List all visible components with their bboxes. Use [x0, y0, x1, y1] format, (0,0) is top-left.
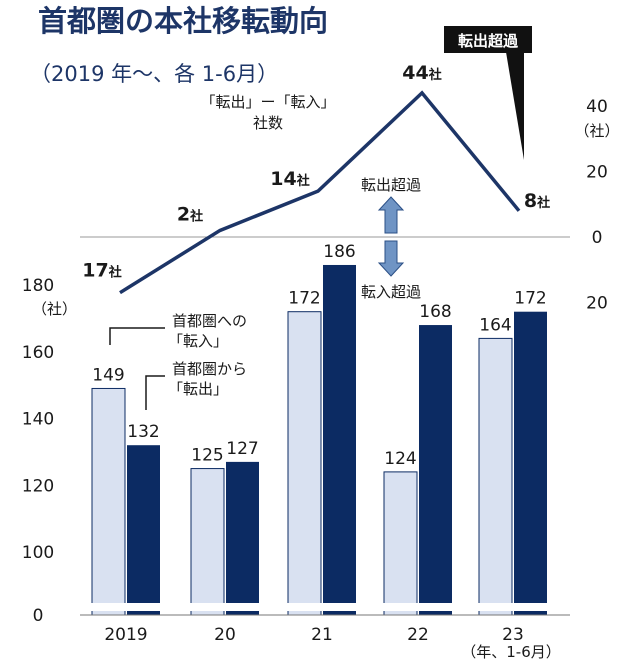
right-tick-label: 0	[592, 228, 603, 248]
bar-label-outbound-2019: 132	[127, 422, 159, 442]
line-point-label: 14社	[270, 168, 309, 190]
right-axis-ticks: 40 20 0 20	[586, 97, 608, 314]
right-tick-label: 40	[586, 97, 608, 117]
x-axis-ticks: 2019 20 21 22 23	[104, 625, 523, 645]
bar-label-outbound-20: 127	[226, 439, 258, 459]
x-tick-label: 22	[407, 625, 429, 645]
x-tick-label: 20	[214, 625, 236, 645]
bar-inbound-23	[478, 337, 513, 616]
bar-label-outbound-21: 186	[323, 242, 355, 262]
callout-text: 転出超過	[458, 32, 519, 50]
axis-break-strip	[85, 603, 455, 611]
axis-break-strip	[475, 603, 555, 611]
x-tick-label: 23	[502, 625, 524, 645]
legend-outbound-line2: 「転出」	[168, 380, 228, 398]
x-axis-unit-note: （年、1-6月）	[461, 643, 561, 661]
line-series-label-1: 「転出」ー「転入」	[200, 93, 335, 111]
left-tick-label: 160	[22, 343, 54, 363]
right-axis-unit: （社）	[574, 122, 619, 140]
callout-pointer	[506, 52, 524, 160]
bar-label-inbound-20: 125	[191, 446, 223, 466]
legend-inbound-line2: 「転入」	[168, 332, 228, 350]
bar-outbound-22	[419, 325, 452, 615]
bar-label-inbound-23: 164	[479, 315, 511, 335]
left-tick-label: 100	[22, 543, 54, 563]
x-tick-label: 21	[311, 625, 333, 645]
left-tick-label: 140	[22, 410, 54, 430]
bar-outbound-23	[514, 311, 547, 615]
bar-label-outbound-22: 168	[419, 302, 451, 322]
bar-inbound-20	[190, 468, 225, 616]
left-axis-unit: （社）	[32, 300, 77, 318]
line-point-label: 44社	[402, 62, 441, 84]
bar-outbound-21	[323, 264, 356, 615]
right-tick-label: 20	[586, 163, 608, 183]
line-point-label: 17社	[82, 260, 121, 282]
axis-break	[85, 603, 555, 611]
down-arrow-icon	[377, 240, 405, 277]
x-tick-label: 2019	[104, 625, 147, 645]
legend-inbound-leader	[109, 327, 165, 345]
bar-label-outbound-23: 172	[514, 289, 546, 309]
line-point-label: 2社	[177, 203, 203, 225]
bar-outbound-2019	[127, 445, 160, 615]
right-tick-label: 20	[586, 294, 608, 314]
bar-inbound-2019	[91, 387, 126, 616]
down-arrow-label: 転入超過	[361, 283, 421, 301]
bars-group	[91, 264, 547, 616]
line-labels-group: 17社 2社 14社 44社 8社	[82, 62, 550, 282]
chart-subtitle: （2019 年〜、各 1-6月）	[30, 62, 278, 86]
left-tick-label: 0	[33, 606, 44, 626]
left-tick-label: 120	[22, 476, 54, 496]
left-axis-ticks: 180 160 140 120 100 0	[22, 276, 54, 626]
chart-title: 首都圏の本社移転動向	[38, 4, 328, 38]
legend-outbound-leader	[145, 375, 165, 410]
bar-inbound-22	[383, 471, 418, 616]
legend-inbound-line1: 首都圏への	[172, 312, 247, 330]
up-arrow-icon	[377, 196, 405, 234]
bar-label-inbound-22: 124	[384, 449, 416, 469]
bar-inbound-21	[287, 311, 322, 616]
up-arrow-label: 転出超過	[361, 176, 421, 194]
legend-outbound-line1: 首都圏から	[172, 360, 247, 378]
bar-label-inbound-2019: 149	[92, 365, 124, 385]
bar-label-inbound-21: 172	[288, 289, 320, 309]
line-point-label: 8社	[524, 190, 550, 212]
line-series-label-2: 社数	[253, 114, 283, 132]
left-tick-label: 180	[22, 276, 54, 296]
bar-outbound-20	[226, 461, 259, 615]
callout-box	[444, 26, 532, 53]
diff-line	[119, 90, 521, 295]
